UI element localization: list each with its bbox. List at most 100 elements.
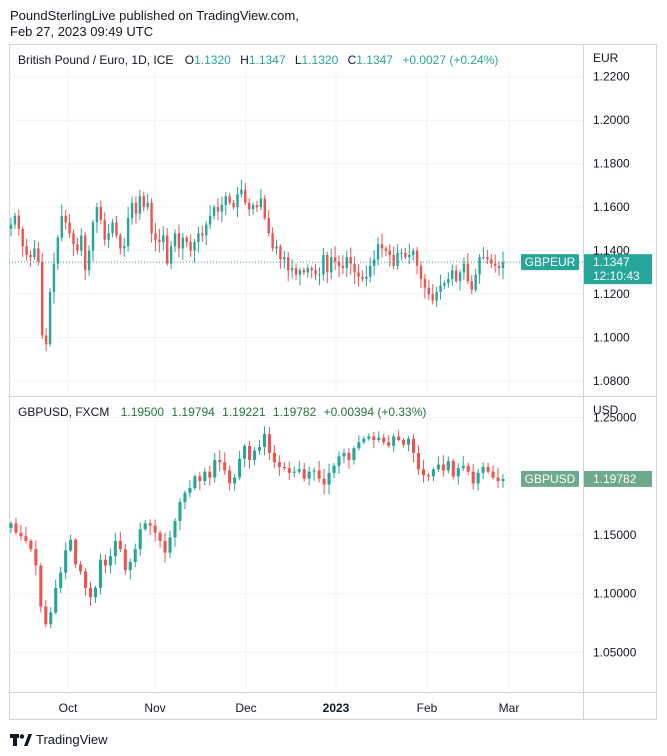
candle-body — [263, 198, 267, 219]
time-grid — [67, 68, 510, 690]
candle-body — [275, 246, 278, 249]
eur-price-scale[interactable]: 1.2200 1.2000 1.1800 1.1600 1.1400 1.1200 1.10… — [593, 70, 630, 388]
usd-change: +0.00394 (+0.33%) — [324, 405, 427, 419]
candle-body — [436, 464, 440, 470]
y-tick-label: 1.0800 — [593, 374, 630, 388]
candle-body — [287, 468, 291, 473]
gbpusd-badge-name: GBPUSD — [525, 472, 576, 486]
candle-body — [302, 270, 306, 273]
candle-body — [224, 196, 227, 205]
candle-body — [208, 215, 212, 225]
candle-body — [87, 250, 91, 271]
candle-body — [236, 194, 239, 208]
y-tick-label: 1.2000 — [593, 113, 630, 127]
candle-body — [17, 215, 21, 229]
candle-body — [19, 532, 23, 537]
candle-body — [24, 536, 28, 541]
candle-body — [115, 222, 118, 236]
candle-body — [365, 276, 368, 279]
candle-body — [201, 233, 204, 236]
candle-body — [158, 532, 162, 541]
y-tick-label: 1.1000 — [593, 331, 630, 345]
candle-body — [178, 502, 182, 521]
candle-body — [287, 257, 290, 271]
candle-body — [292, 471, 296, 473]
candle-body — [240, 189, 243, 195]
candle-body — [267, 218, 270, 234]
eur-open: 1.1320 — [194, 53, 231, 67]
y-tick-label: 1.10000 — [593, 587, 637, 601]
candle-body — [251, 204, 255, 210]
eur-c-label: C — [348, 53, 357, 67]
y-tick-label: 1.1400 — [593, 244, 630, 258]
candle-body — [412, 438, 416, 453]
candle-body — [451, 461, 455, 477]
candle-body — [189, 241, 192, 251]
eur-l-label: L — [295, 53, 302, 67]
candle-body — [426, 475, 430, 477]
candle-body — [307, 471, 311, 479]
candle-body — [262, 434, 266, 447]
candle-body — [228, 470, 232, 484]
candle-body — [345, 257, 349, 269]
candle-body — [103, 220, 106, 240]
candle-body — [173, 233, 177, 247]
gbpeur-badge-price: 1.1347 — [593, 255, 630, 269]
candle-body — [181, 237, 185, 249]
candle-body — [91, 222, 95, 251]
candle-body — [486, 257, 489, 260]
eur-symbol: British Pound / Euro, 1D, ICE — [18, 53, 173, 67]
candle-body — [290, 268, 294, 271]
candle-body — [271, 233, 274, 249]
eur-high: 1.1347 — [249, 53, 286, 67]
candle-body — [153, 525, 157, 533]
gbpusd-price-badge — [584, 470, 652, 487]
candle-body — [123, 549, 127, 571]
candle-body — [29, 540, 33, 550]
candle-body — [283, 257, 286, 260]
candle-body — [83, 235, 87, 271]
candle-body — [361, 276, 364, 279]
candle-body — [113, 540, 117, 557]
candle-body — [352, 448, 356, 460]
y-tick-label: 1.2200 — [593, 70, 630, 84]
candle-body — [482, 257, 485, 259]
candle-body — [98, 559, 102, 588]
candle-body — [48, 291, 52, 345]
usd-price-scale[interactable]: 1.25000 1.15000 1.10000 1.05000 — [593, 411, 637, 660]
usd-grid — [9, 417, 583, 653]
candle-body — [372, 436, 376, 440]
candle-body — [138, 529, 142, 550]
candle-body — [294, 268, 298, 275]
candle-body — [380, 244, 384, 249]
candle-body — [103, 559, 107, 566]
candle-body — [79, 564, 83, 572]
tradingview-brand[interactable]: TradingView — [36, 732, 108, 747]
candle-body — [333, 257, 337, 262]
candle-body — [123, 246, 126, 249]
time-scale[interactable]: Oct Nov Dec 2023 Feb Mar — [59, 701, 520, 715]
candle-body — [59, 572, 63, 588]
candle-body — [169, 246, 173, 264]
candle-body — [277, 462, 281, 467]
gbpeur-countdown: 12:10:43 — [593, 269, 640, 283]
candle-body — [491, 471, 495, 478]
candle-body — [212, 207, 216, 216]
gbpusd-candles — [9, 426, 505, 629]
candle-body — [76, 244, 79, 251]
candle-body — [451, 270, 454, 279]
candle-body — [456, 468, 460, 477]
candle-body — [474, 274, 477, 290]
candle-body — [441, 464, 445, 471]
candle-body — [165, 235, 169, 264]
eur-o-label: O — [185, 53, 194, 67]
candle-body — [146, 202, 149, 208]
candle-body — [168, 537, 172, 553]
candle-body — [34, 549, 38, 566]
candle-body — [329, 257, 333, 273]
candle-body — [471, 471, 475, 484]
y-tick-label: 1.05000 — [593, 645, 637, 659]
candle-body — [322, 478, 326, 485]
candle-body — [392, 436, 396, 446]
candle-body — [267, 434, 271, 453]
